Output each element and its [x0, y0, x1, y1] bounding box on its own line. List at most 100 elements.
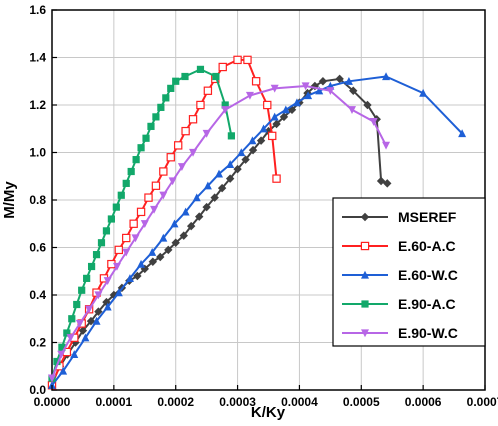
x-axis-ticks: 0.0000 0.0001 0.0002 0.0003 0.0004 0.0005 0.00… — [34, 385, 498, 409]
data-point — [292, 98, 301, 107]
data-point — [256, 136, 266, 145]
data-point — [210, 193, 219, 202]
data-point — [94, 291, 103, 300]
data-point — [221, 106, 230, 114]
data-point — [109, 290, 119, 300]
data-point — [53, 357, 61, 366]
y-tick-label: 1.0 — [29, 146, 46, 160]
data-point — [215, 169, 224, 178]
data-point — [85, 305, 94, 314]
data-point — [189, 148, 198, 157]
data-point — [272, 119, 281, 129]
data-point — [63, 329, 71, 337]
data-point — [164, 245, 173, 255]
data-point — [81, 333, 90, 342]
data-point — [344, 77, 353, 85]
data-point — [117, 191, 125, 199]
data-point — [202, 129, 211, 138]
data-point — [125, 274, 134, 282]
data-point — [122, 179, 130, 187]
data-point — [129, 219, 138, 228]
data-point — [225, 174, 235, 183]
data-point — [245, 91, 254, 100]
data-point — [133, 271, 142, 281]
data-point — [203, 86, 213, 95]
data-point — [131, 234, 140, 243]
data-point — [195, 212, 204, 221]
data-point — [179, 231, 188, 240]
y-tick-label: 0.8 — [29, 193, 46, 207]
data-point — [73, 300, 81, 309]
data-point — [103, 277, 112, 285]
data-point — [78, 286, 86, 294]
data-point — [122, 248, 131, 257]
data-point — [112, 262, 121, 271]
legend-marker — [360, 241, 370, 251]
data-point — [212, 72, 220, 81]
data-point — [148, 257, 158, 266]
data-point — [148, 248, 157, 256]
data-point — [159, 167, 168, 176]
legend-item: MSEREF — [342, 209, 457, 225]
data-point — [264, 126, 273, 136]
data-point — [304, 91, 313, 100]
data-point — [251, 77, 261, 86]
data-point — [162, 94, 170, 102]
data-point — [259, 124, 268, 133]
data-point — [151, 181, 161, 190]
data-point — [144, 193, 153, 202]
data-point — [58, 343, 66, 351]
legend-marker — [361, 300, 369, 308]
data-point — [150, 205, 159, 214]
data-point — [168, 177, 177, 186]
series-MSEREF — [47, 74, 392, 388]
data-point — [243, 55, 252, 65]
legend-label: E.60-W.C — [398, 267, 458, 283]
data-point — [83, 274, 91, 282]
data-point — [363, 100, 372, 110]
data-point — [167, 84, 175, 92]
data-point — [107, 215, 115, 223]
x-tick-label: 0.0007 — [467, 395, 498, 409]
data-point — [263, 100, 272, 110]
data-point — [57, 350, 66, 359]
data-point — [137, 144, 145, 152]
data-point — [159, 191, 168, 200]
y-tick-label: 1.6 — [29, 3, 46, 17]
legend-item: E.90-A.C — [342, 296, 456, 312]
data-point — [70, 350, 79, 358]
legend-marker — [360, 212, 370, 222]
y-tick-label: 0.6 — [29, 241, 46, 255]
x-tick-label: 0.0005 — [343, 395, 380, 409]
legend-label: E.90-A.C — [398, 296, 456, 312]
legend-item: E.60-W.C — [342, 267, 458, 283]
data-point — [248, 145, 258, 155]
data-point — [173, 141, 183, 150]
legend-marker — [361, 270, 369, 279]
data-point — [188, 115, 198, 124]
data-point — [92, 251, 101, 259]
data-point — [221, 101, 229, 109]
data-point — [202, 202, 211, 212]
data-point — [166, 153, 175, 162]
legend-label: MSEREF — [398, 209, 457, 225]
data-point — [318, 77, 328, 86]
data-point — [272, 174, 281, 183]
data-point — [114, 245, 124, 255]
data-point — [348, 106, 357, 114]
data-point — [382, 72, 391, 81]
y-tick-label: 1.2 — [29, 98, 46, 112]
data-point — [419, 88, 428, 97]
data-point — [181, 207, 190, 216]
x-tick-label: 0.0001 — [96, 395, 133, 409]
x-tick-label: 0.0006 — [405, 395, 442, 409]
data-point — [458, 129, 467, 138]
data-point — [140, 220, 149, 228]
y-tick-label: 0.4 — [29, 288, 46, 302]
series-E.90-W.C — [48, 82, 391, 383]
data-point — [136, 207, 146, 217]
data-point — [196, 65, 205, 73]
data-point — [227, 132, 235, 140]
data-point — [159, 233, 168, 242]
data-point — [172, 77, 180, 85]
